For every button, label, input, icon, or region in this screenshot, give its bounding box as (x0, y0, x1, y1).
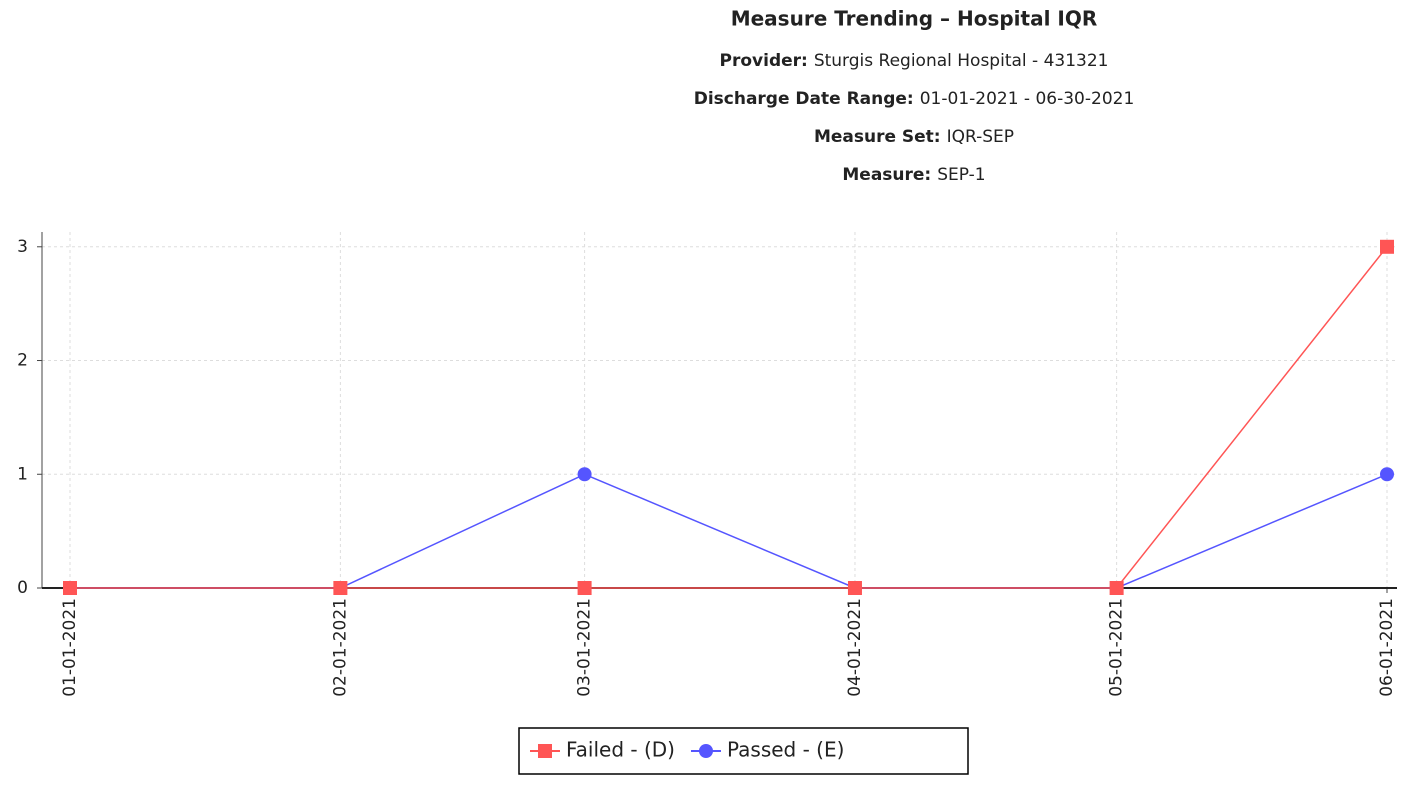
legend-box (518, 727, 969, 775)
subtitle-label: Discharge Date Range: (694, 89, 914, 109)
point (63, 581, 77, 595)
x-tick-label: 06-01-2021 (1377, 598, 1397, 697)
legend-label: Passed - (E) (727, 738, 844, 762)
subtitle-value: Sturgis Regional Hospital - 431321 (814, 51, 1109, 71)
legend: Failed - (D) Passed - (E) (518, 727, 969, 775)
legend-marker (538, 744, 552, 758)
x-tick-label: 01-01-2021 (60, 598, 80, 697)
x-tick-label: 03-01-2021 (575, 598, 595, 697)
y-tick-label: 1 (17, 464, 28, 484)
subtitle-value: SEP-1 (937, 165, 985, 185)
point (1380, 239, 1394, 254)
subtitle-value: 01-01-2021 - 06-30-2021 (920, 89, 1135, 109)
point (847, 581, 862, 595)
point (333, 581, 348, 595)
point (1109, 581, 1124, 595)
subtitle: Provider: Sturgis Regional Hospital - 431… (720, 51, 1109, 71)
subtitle: Measure Set: IQR-SEP (814, 127, 1014, 147)
chart-title: Measure Trending – Hospital IQR (731, 7, 1098, 31)
subtitle-value: IQR-SEP (947, 127, 1014, 147)
point (577, 581, 592, 595)
subtitle: Discharge Date Range: 01-01-2021 - 06-30-… (694, 89, 1135, 109)
y-tick-label: 0 (17, 578, 28, 598)
subtitle-label: Measure Set: (814, 127, 941, 147)
point (1380, 467, 1394, 482)
series-line (70, 473, 1388, 589)
point (577, 467, 592, 482)
x-tick-label: 02-01-2021 (330, 598, 350, 697)
subtitle-label: Provider: (720, 51, 808, 71)
subtitle: Measure: SEP-1 (842, 165, 985, 185)
y-tick-label: 2 (17, 351, 28, 371)
series-line (70, 246, 1388, 589)
x-tick-label: 04-01-2021 (845, 598, 865, 697)
x-tick-label: 05-01-2021 (1107, 598, 1127, 697)
legend-label: Failed - (D) (566, 738, 675, 762)
subtitle-label: Measure: (842, 165, 931, 185)
y-tick-label: 3 (17, 237, 28, 257)
legend-marker (698, 744, 713, 758)
